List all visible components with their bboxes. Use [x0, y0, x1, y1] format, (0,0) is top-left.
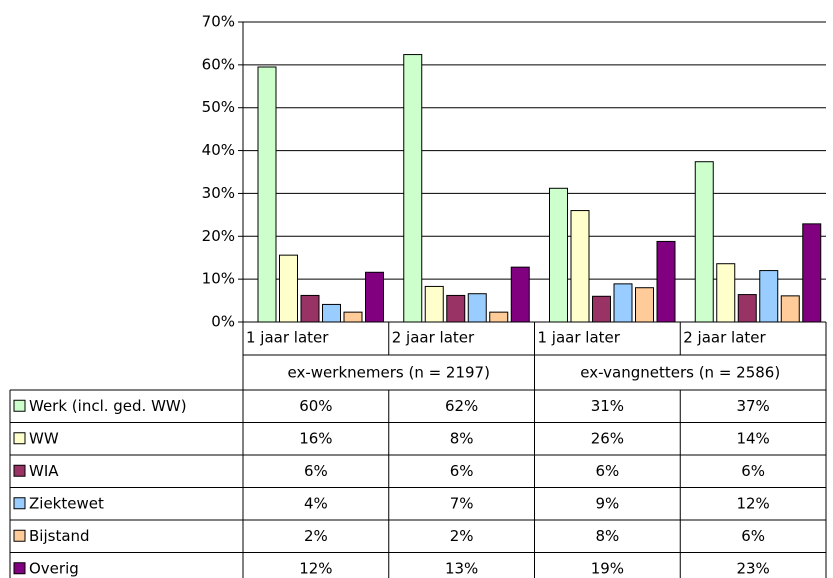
table-value: 62%	[445, 397, 478, 415]
table-value: 37%	[736, 397, 769, 415]
bar	[424, 285, 444, 323]
bar	[322, 303, 341, 323]
bar	[549, 187, 568, 323]
bar	[716, 263, 736, 323]
table-value: 23%	[736, 559, 769, 577]
legend-swatch	[13, 432, 26, 445]
table-value: 31%	[591, 397, 624, 415]
table-value: 9%	[595, 494, 619, 512]
table-value: 7%	[450, 494, 474, 512]
legend-swatch	[13, 529, 26, 542]
bar	[365, 271, 384, 323]
table-value: 19%	[591, 559, 624, 577]
y-tick-label: 0%	[211, 313, 235, 331]
bar	[257, 66, 277, 323]
table-value: 13%	[445, 559, 478, 577]
table-value: 8%	[595, 527, 619, 545]
y-tick-label: 20%	[202, 227, 235, 245]
group-label: ex-vangnetters (n = 2586)	[580, 364, 780, 382]
legend-swatch	[13, 464, 26, 477]
legend-swatch	[13, 399, 26, 412]
y-tick-label: 10%	[202, 270, 235, 288]
legend-label: WW	[29, 429, 59, 447]
legend-swatch	[13, 562, 26, 575]
table-value: 6%	[741, 462, 765, 480]
table-value: 12%	[736, 494, 769, 512]
bar	[694, 161, 714, 323]
table-value: 6%	[741, 527, 765, 545]
bar	[780, 295, 800, 323]
bar	[279, 254, 298, 323]
bar	[510, 266, 530, 323]
group-label: ex-werknemers (n = 2197)	[288, 364, 490, 382]
table-value: 6%	[304, 462, 328, 480]
y-tick-label: 60%	[202, 55, 235, 73]
legend-label: Ziektewet	[29, 494, 104, 512]
bar	[613, 283, 633, 323]
table-value: 8%	[450, 429, 474, 447]
table-value: 16%	[299, 429, 332, 447]
bar	[446, 294, 466, 323]
legend-label: Overig	[29, 559, 79, 577]
table-value: 60%	[299, 397, 332, 415]
bar	[570, 210, 590, 323]
legend-label: Bijstand	[29, 527, 90, 545]
bar	[403, 54, 423, 323]
legend-swatch	[13, 497, 26, 510]
table-value: 14%	[736, 429, 769, 447]
table-value: 12%	[299, 559, 332, 577]
bar	[759, 270, 779, 323]
table-value: 2%	[450, 527, 474, 545]
bar	[343, 311, 363, 323]
x-tick-label: 1 jaar later	[246, 329, 329, 347]
bar	[489, 311, 509, 323]
x-tick-label: 2 jaar later	[392, 329, 475, 347]
bar	[656, 240, 676, 323]
bar	[802, 223, 822, 323]
y-tick-label: 40%	[202, 141, 235, 159]
y-tick-label: 30%	[202, 184, 235, 202]
legend-label: WIA	[29, 462, 59, 480]
table-value: 6%	[450, 462, 474, 480]
bar	[300, 294, 320, 323]
table-value: 6%	[595, 462, 619, 480]
x-tick-label: 2 jaar later	[683, 329, 766, 347]
legend-label: Werk (incl. ged. WW)	[29, 397, 187, 415]
table-value: 2%	[304, 527, 328, 545]
bar	[635, 287, 654, 323]
bar	[467, 293, 487, 323]
x-tick-label: 1 jaar later	[538, 329, 621, 347]
bar	[592, 295, 611, 323]
y-tick-label: 70%	[202, 13, 235, 31]
y-tick-label: 50%	[202, 98, 235, 116]
table-value: 4%	[304, 494, 328, 512]
bar	[737, 294, 757, 323]
table-value: 26%	[591, 429, 624, 447]
